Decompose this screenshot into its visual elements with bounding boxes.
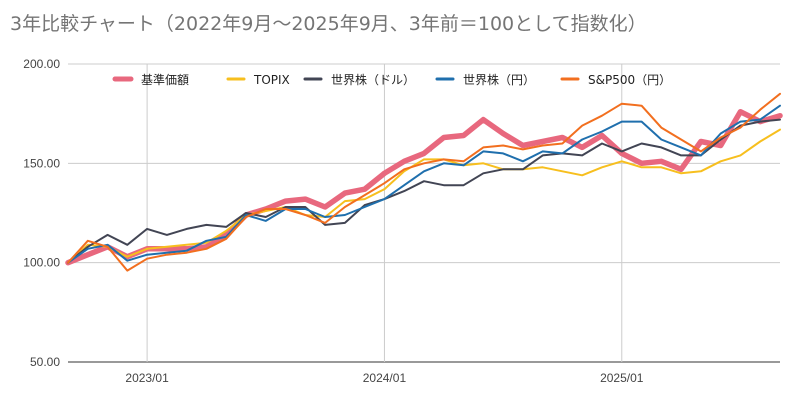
legend-label: 基準価額 [141,72,189,87]
chart-title: 3年比較チャート（2022年9月～2025年9月、3年前＝100として指数化） [10,13,647,35]
y-tick-label: 150.00 [23,156,60,170]
y-tick-label: 50.00 [30,355,60,369]
legend-label: TOPIX [253,73,290,87]
x-tick-label: 2024/01 [363,371,407,385]
legend-label: 世界株（円） [463,72,535,87]
y-tick-label: 200.00 [23,57,60,71]
series-line-0 [65,108,783,266]
series-line-1 [67,128,781,264]
legend-label: S&P500（円） [588,73,671,87]
y-tick-label: 100.00 [23,256,60,270]
series-line-3 [67,104,781,264]
series-line-4 [67,92,781,272]
legend-label: 世界株（ドル） [331,72,415,87]
x-tick-label: 2023/01 [125,371,169,385]
x-tick-label: 2025/01 [600,371,644,385]
series-line-2 [67,118,781,264]
